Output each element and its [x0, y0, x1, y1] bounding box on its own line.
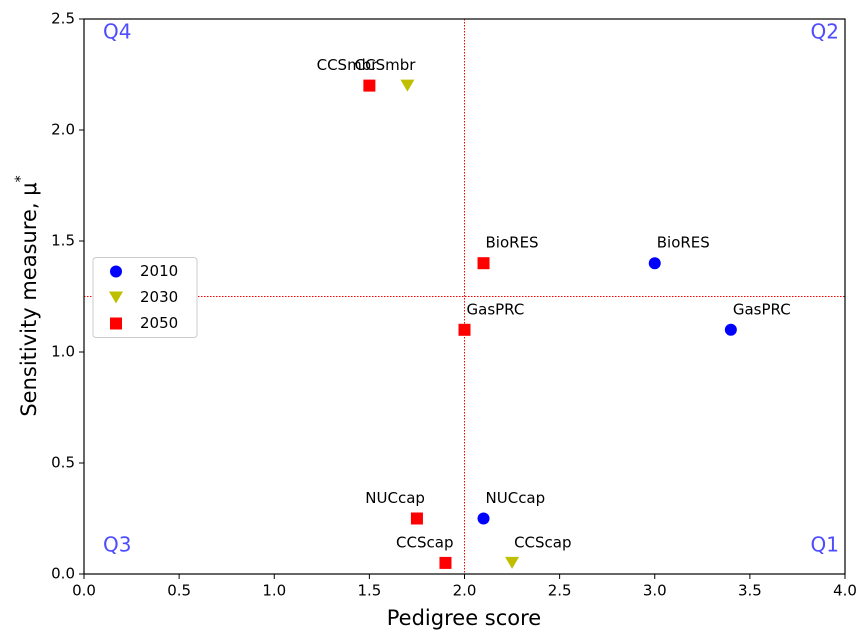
- point-label: GasPRC: [467, 300, 525, 318]
- x-tick-label: 2.5: [548, 582, 572, 600]
- quadrant-label: Q3: [103, 533, 131, 557]
- point-label: BioRES: [657, 234, 710, 252]
- legend-label: 2050: [140, 314, 178, 332]
- point: [458, 323, 471, 336]
- point-label: NUCcap: [365, 489, 425, 507]
- y-tick-label: 2.5: [51, 10, 75, 28]
- x-tick-label: 0.0: [72, 582, 96, 600]
- point: [363, 79, 376, 92]
- legend-label: 2030: [140, 288, 178, 306]
- point: [724, 323, 737, 336]
- y-axis-title-sup: *: [13, 175, 29, 182]
- legend-marker: [109, 291, 123, 304]
- y-tick-label: 0.5: [51, 454, 75, 472]
- x-tick-label: 4.0: [833, 582, 857, 600]
- legend: 2010 2030 2050: [92, 257, 198, 338]
- point-label: GasPRC: [733, 300, 791, 318]
- y-axis-title: Sensitivity measure, μ*: [13, 175, 41, 416]
- point: [477, 257, 490, 270]
- x-tick-label: 2.0: [453, 582, 477, 600]
- y-tick-label: 2.0: [51, 121, 75, 139]
- point-label: CCSmbr: [317, 56, 379, 74]
- point: [648, 257, 661, 270]
- quadrant-label: Q2: [811, 20, 839, 44]
- point: [439, 556, 452, 569]
- x-tick-label: 1.0: [262, 582, 286, 600]
- x-tick-label: 3.5: [738, 582, 762, 600]
- point-label: CCScap: [396, 533, 453, 551]
- plot-frame: [83, 18, 846, 575]
- y-tick-label: 1.5: [51, 232, 75, 250]
- point-label: BioRES: [486, 234, 539, 252]
- legend-label: 2010: [140, 262, 178, 280]
- x-axis-title: Pedigree score: [387, 606, 541, 630]
- x-tick-label: 1.5: [357, 582, 381, 600]
- point: [400, 79, 415, 92]
- point-label: CCSmbr: [355, 56, 417, 74]
- point: [410, 512, 423, 525]
- point-label: CCScap: [514, 533, 571, 551]
- y-tick-label: 0.0: [51, 565, 75, 583]
- quadrant-label: Q4: [103, 20, 131, 44]
- legend-marker: [110, 265, 122, 278]
- quadrant-label: Q1: [811, 533, 839, 557]
- point: [477, 512, 490, 525]
- point-label: NUCcap: [486, 489, 546, 507]
- y-tick-label: 1.0: [51, 343, 75, 361]
- x-tick-label: 3.0: [643, 582, 667, 600]
- x-tick-label: 0.5: [167, 582, 191, 600]
- y-axis-title-text: Sensitivity measure, μ: [17, 182, 41, 416]
- point: [505, 556, 520, 569]
- legend-marker: [110, 317, 122, 330]
